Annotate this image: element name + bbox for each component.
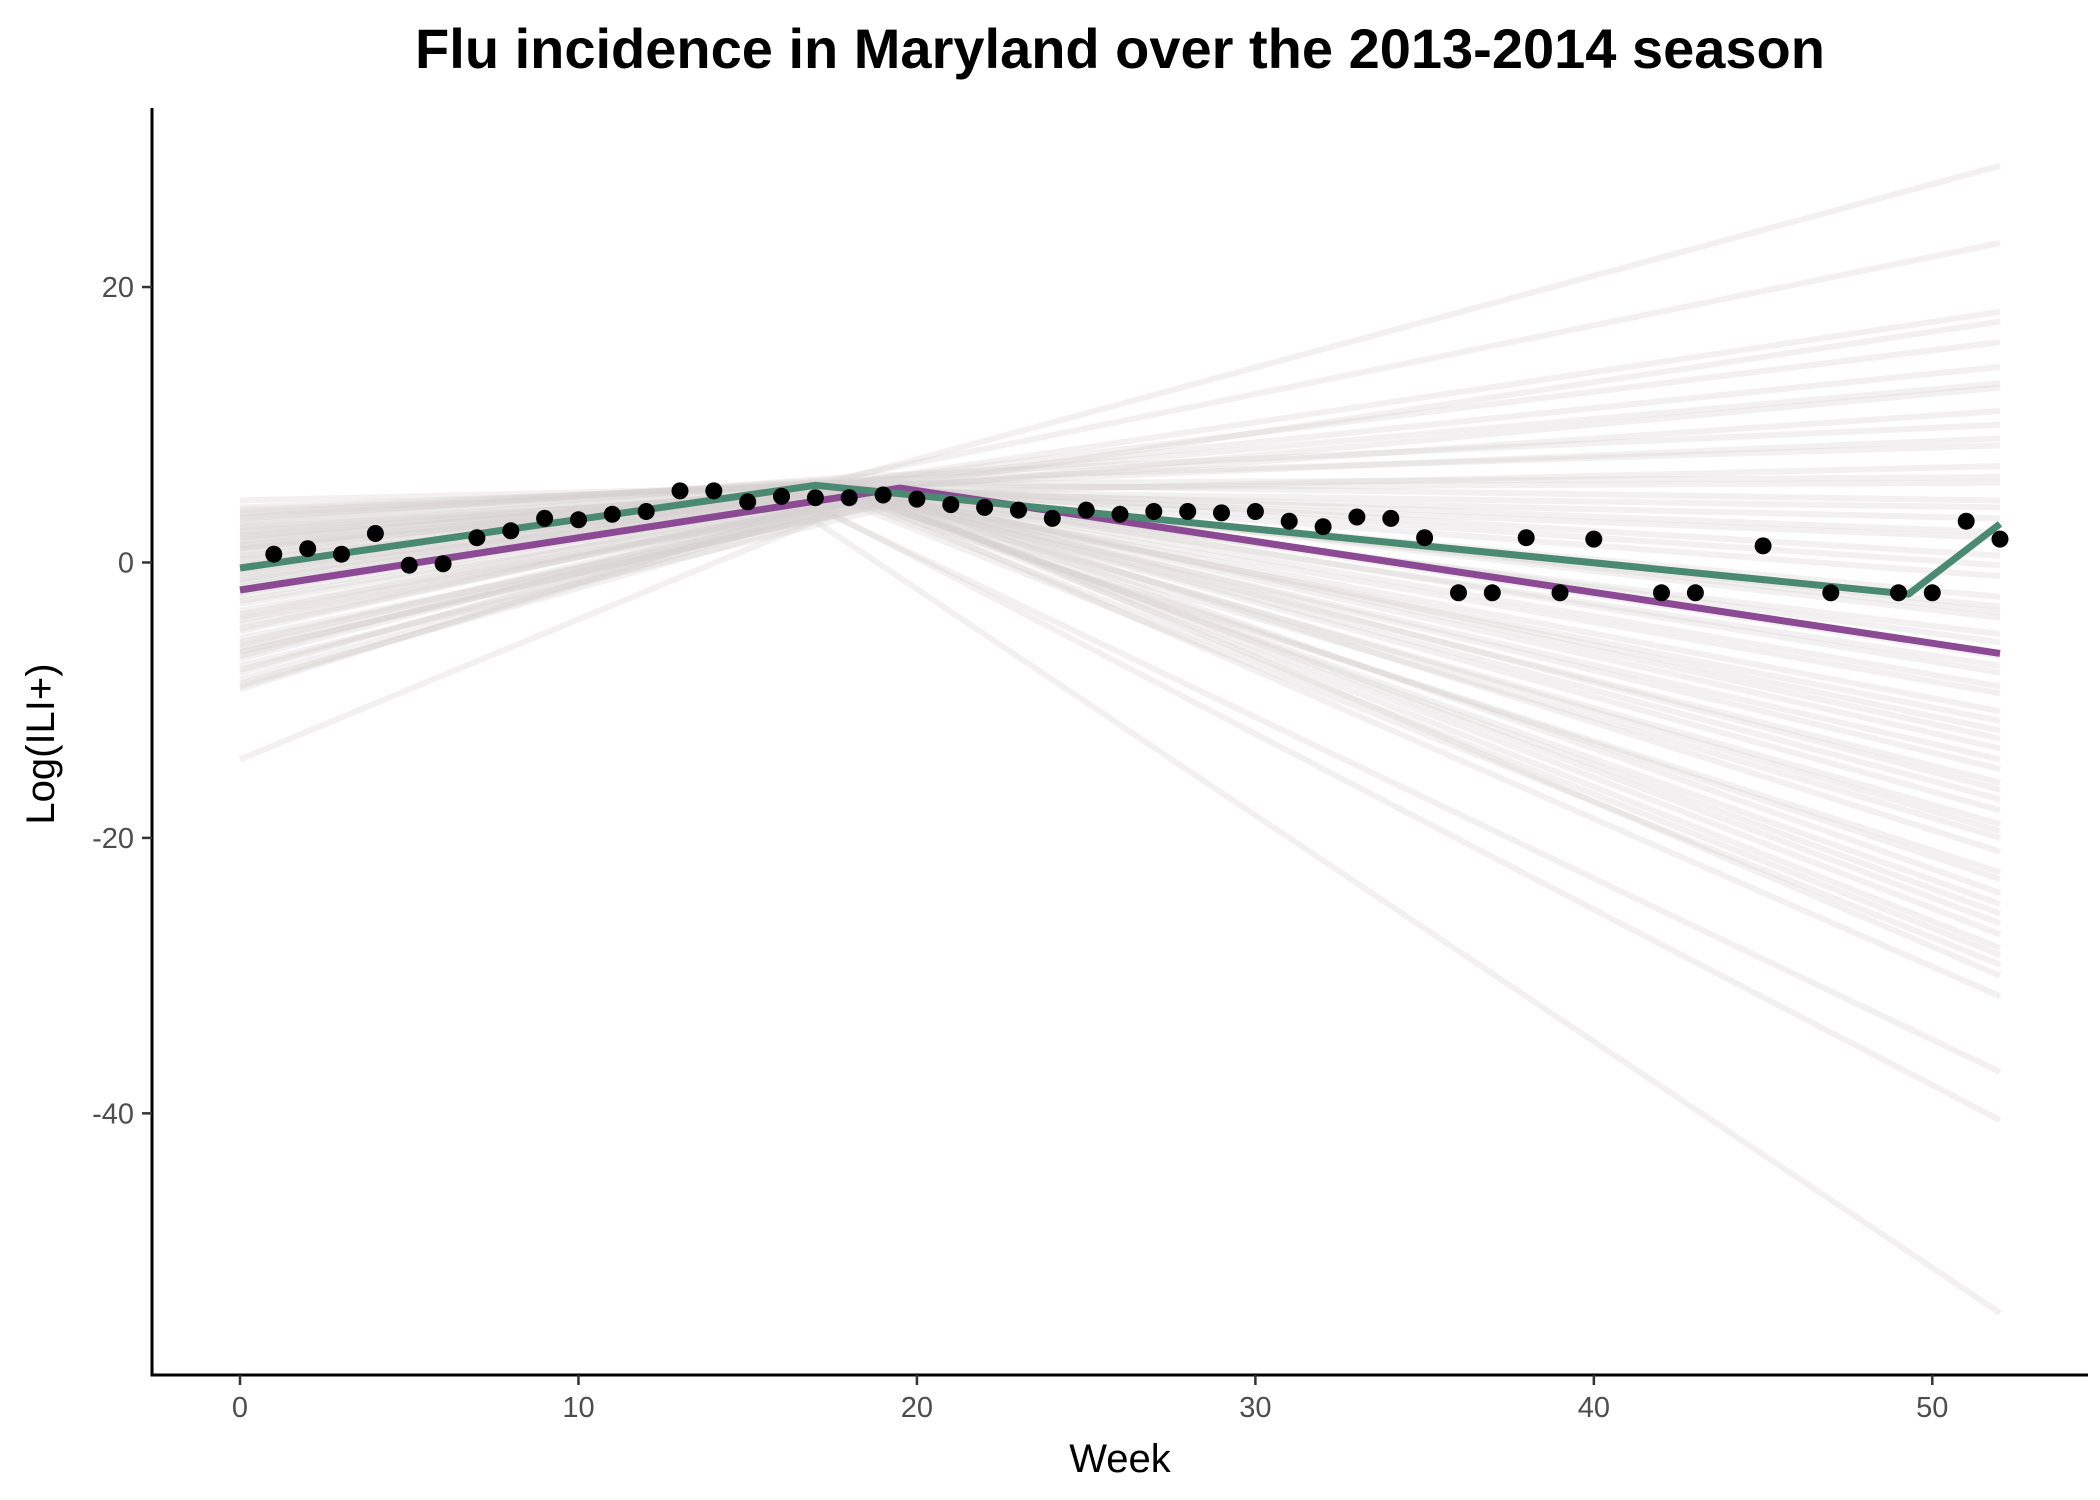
observed-point-40	[1653, 584, 1670, 602]
observed-point-42	[1754, 537, 1772, 555]
fit-lines	[239, 481, 2003, 657]
sample-line-7	[239, 442, 2001, 527]
observed-point-15	[773, 487, 790, 505]
observed-point-0	[265, 545, 283, 563]
axes: -40 -20 0 20 0 10 20 30 40 50	[92, 108, 2088, 1424]
observed-point-27	[1179, 503, 1197, 520]
sample-line-55	[239, 474, 2001, 530]
observed-point-1	[299, 540, 317, 558]
observed-point-13	[705, 482, 723, 500]
x-tick-label: 40	[1578, 1392, 1610, 1424]
y-tick-label: -20	[92, 823, 134, 855]
x-tick-label: 10	[562, 1392, 594, 1424]
observed-point-37	[1517, 529, 1535, 547]
observed-point-18	[874, 486, 892, 504]
observed-point-3	[366, 525, 384, 542]
sample-line-38	[238, 518, 2002, 1316]
observed-points	[265, 482, 2009, 602]
observed-point-8	[536, 509, 554, 527]
sample-line-49	[239, 497, 2001, 883]
observed-point-38	[1551, 584, 1569, 602]
x-tick-label: 20	[901, 1392, 933, 1424]
x-tick-label: 0	[232, 1392, 248, 1424]
x-axis-label: Week	[1069, 1437, 1172, 1481]
sample-line-6	[239, 421, 2001, 525]
observed-point-44	[1890, 584, 1907, 602]
observed-point-28	[1213, 504, 1230, 522]
sample-line-25	[239, 496, 2001, 793]
chart-title: Flu incidence in Maryland over the 2013-…	[415, 17, 1825, 80]
observed-point-43	[1822, 584, 1840, 602]
observed-point-5	[434, 555, 452, 573]
sample-line-56	[239, 380, 2001, 520]
observed-point-17	[840, 489, 858, 507]
purple-fit-line	[239, 484, 2001, 657]
y-tick-label: 20	[102, 272, 134, 304]
observed-point-7	[502, 522, 520, 540]
observed-point-35	[1450, 584, 1467, 602]
observed-point-9	[570, 511, 587, 529]
y-tick-label: -40	[92, 1098, 134, 1130]
posterior-sample-lines	[238, 162, 2002, 1316]
x-axis-ticks: 0 10 20 30 40 50	[232, 1375, 1948, 1424]
observed-point-10	[603, 505, 621, 523]
sample-line-35	[239, 497, 2002, 1000]
sample-line-31	[239, 494, 2002, 917]
x-tick-label: 50	[1916, 1392, 1948, 1424]
observed-point-46	[1957, 512, 1975, 530]
observed-point-36	[1483, 584, 1501, 602]
observed-point-45	[1923, 584, 1941, 602]
observed-point-25	[1111, 505, 1129, 523]
observed-point-12	[671, 482, 689, 500]
sample-line-36	[239, 504, 2002, 1075]
observed-point-4	[400, 556, 418, 574]
sample-line-13	[239, 483, 2001, 559]
sample-line-34	[239, 501, 2002, 979]
sample-line-37	[239, 511, 2002, 1123]
observed-point-29	[1246, 503, 1264, 520]
observed-point-6	[468, 529, 486, 547]
y-axis-label: Log(ILI+)	[19, 663, 63, 824]
observed-point-26	[1145, 503, 1163, 520]
observed-point-24	[1077, 501, 1095, 519]
observed-point-19	[908, 490, 926, 508]
observed-point-33	[1382, 509, 1400, 527]
observed-point-30	[1280, 512, 1298, 530]
observed-point-2	[333, 545, 350, 563]
y-axis-ticks: -40 -20 0 20	[92, 272, 152, 1130]
green-fit-line	[239, 481, 2003, 598]
observed-point-47	[1991, 530, 2009, 548]
observed-point-11	[637, 503, 655, 520]
sample-line-2	[239, 308, 2001, 518]
x-tick-label: 30	[1239, 1392, 1271, 1424]
observed-point-14	[739, 493, 757, 511]
observed-point-22	[1010, 501, 1027, 519]
sample-line-30	[239, 498, 2002, 896]
observed-point-23	[1043, 509, 1061, 527]
observed-point-41	[1686, 584, 1704, 602]
sample-line-1	[239, 240, 2001, 522]
sample-line-41	[239, 435, 2001, 544]
observed-point-32	[1348, 508, 1366, 526]
observed-point-20	[942, 496, 960, 514]
observed-point-34	[1416, 529, 1434, 547]
sample-line-58	[239, 496, 2002, 907]
y-tick-label: 0	[118, 547, 134, 579]
observed-point-16	[806, 489, 824, 507]
observed-point-31	[1314, 518, 1332, 536]
observed-point-39	[1585, 530, 1603, 548]
observed-point-21	[976, 498, 994, 516]
sample-line-59	[239, 501, 2002, 951]
sample-line-39	[239, 339, 2001, 514]
